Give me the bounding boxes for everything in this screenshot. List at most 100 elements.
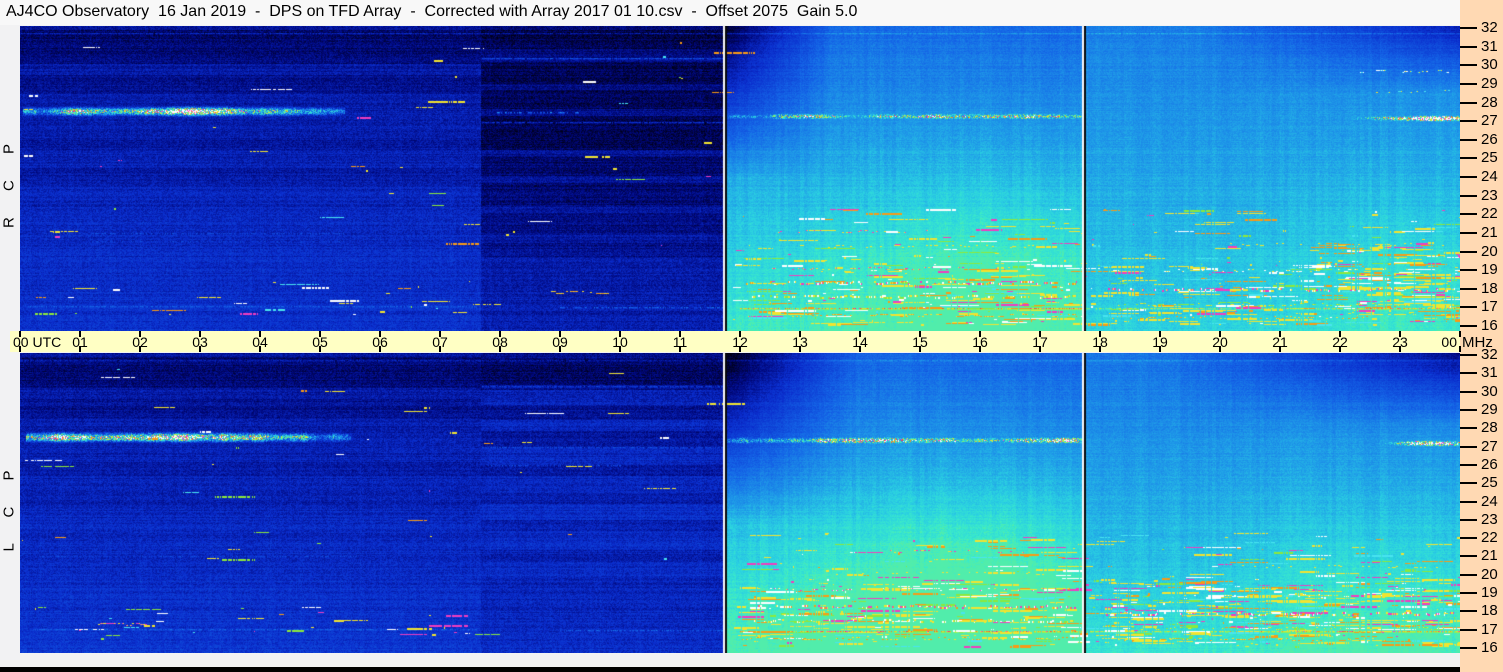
freq-tick (1460, 592, 1477, 594)
freq-tick-label: 18 (1481, 602, 1498, 619)
freq-tick (1460, 372, 1477, 374)
time-tick (919, 346, 921, 352)
freq-tick-label: 25 (1481, 474, 1498, 491)
time-tick (739, 331, 741, 337)
freq-tick-label: 22 (1481, 529, 1498, 546)
time-tick (619, 331, 621, 337)
freq-tick-label: 22 (1481, 205, 1498, 222)
time-tick (439, 346, 441, 352)
freq-tick-label: 28 (1481, 419, 1498, 436)
time-tick-label: 05 (312, 334, 328, 350)
time-tick (979, 346, 981, 352)
time-tick (499, 346, 501, 352)
freq-tick (1460, 647, 1477, 649)
freq-tick-label: 27 (1481, 112, 1498, 129)
time-tick-label: 03 (192, 334, 208, 350)
freq-tick-label: 20 (1481, 243, 1498, 260)
freq-tick (1460, 269, 1477, 271)
freq-tick (1460, 574, 1477, 576)
time-tick (1099, 346, 1101, 352)
time-tick (19, 346, 21, 352)
freq-tick-label: 26 (1481, 131, 1498, 148)
time-tick (499, 331, 501, 337)
time-tick (1339, 331, 1341, 337)
frequency-scale-column (1460, 0, 1503, 672)
time-tick (919, 331, 921, 337)
freq-tick (1460, 213, 1477, 215)
freq-tick (1460, 232, 1477, 234)
time-tick (679, 346, 681, 352)
rcp-spectrogram (20, 26, 1460, 331)
time-tick-label: 12 (732, 334, 748, 350)
freq-tick-label: 30 (1481, 56, 1498, 73)
time-tick (1039, 346, 1041, 352)
page-title: AJ4CO Observatory 16 Jan 2019 - DPS on T… (0, 0, 1460, 25)
freq-tick-label: 19 (1481, 584, 1498, 601)
time-tick (1279, 346, 1281, 352)
time-tick (259, 331, 261, 337)
lcp-polarization-label: L C P (0, 459, 18, 552)
freq-tick (1460, 306, 1477, 308)
time-tick-label: 13 (792, 334, 808, 350)
time-tick (139, 331, 141, 337)
time-tick (619, 346, 621, 352)
time-tick (559, 331, 561, 337)
freq-tick (1460, 176, 1477, 178)
time-tick (379, 346, 381, 352)
time-tick (679, 331, 681, 337)
time-tick-label: 18 (1092, 334, 1108, 350)
freq-tick-label: 24 (1481, 493, 1498, 510)
time-tick (1399, 331, 1401, 337)
time-tick (859, 346, 861, 352)
freq-tick (1460, 46, 1477, 48)
time-tick (1099, 331, 1101, 337)
freq-tick (1460, 610, 1477, 612)
freq-tick-label: 16 (1481, 317, 1498, 334)
freq-tick-label: 26 (1481, 456, 1498, 473)
time-tick (1159, 346, 1161, 352)
time-tick (199, 346, 201, 352)
freq-tick-label: 17 (1481, 621, 1498, 638)
time-axis: 00 UTC 01 02 03 04 05 06 07 08 09 10 11 12 13 14 15 16 17… (10, 331, 1461, 352)
freq-tick (1460, 64, 1477, 66)
time-tick (739, 346, 741, 352)
freq-tick-label: 32 (1481, 19, 1498, 36)
freq-tick-label: 25 (1481, 149, 1498, 166)
time-tick (559, 346, 561, 352)
freq-tick-label: 16 (1481, 639, 1498, 656)
time-tick-label: 04 (252, 334, 268, 350)
time-tick-label: 22 (1332, 334, 1348, 350)
freq-tick (1460, 519, 1477, 521)
time-tick (199, 331, 201, 337)
freq-tick (1460, 325, 1477, 327)
freq-tick (1460, 501, 1477, 503)
time-tick-label: 21 (1272, 334, 1288, 350)
time-tick (979, 331, 981, 337)
time-tick (1039, 331, 1041, 337)
time-tick-label: 20 (1212, 334, 1228, 350)
freq-tick-label: 30 (1481, 383, 1498, 400)
freq-tick-label: 20 (1481, 566, 1498, 583)
time-tick-label: 09 (552, 334, 568, 350)
freq-tick (1460, 288, 1477, 290)
freq-tick-label: 24 (1481, 168, 1498, 185)
freq-tick (1460, 157, 1477, 159)
time-tick (379, 331, 381, 337)
time-tick-label: 08 (492, 334, 508, 350)
time-tick (439, 331, 441, 337)
time-tick (859, 331, 861, 337)
rcp-polarization-label: R C P (0, 133, 18, 229)
freq-tick-label: 28 (1481, 94, 1498, 111)
freq-tick (1460, 354, 1477, 356)
freq-tick-label: 19 (1481, 261, 1498, 278)
freq-tick (1460, 555, 1477, 557)
freq-tick (1460, 537, 1477, 539)
freq-tick (1460, 251, 1477, 253)
time-tick (19, 331, 21, 337)
freq-tick (1460, 391, 1477, 393)
time-tick-label: 06 (372, 334, 388, 350)
freq-tick-label: 21 (1481, 224, 1498, 241)
time-tick-label: 23 (1392, 334, 1408, 350)
lcp-spectrogram (20, 353, 1460, 653)
freq-tick (1460, 629, 1477, 631)
